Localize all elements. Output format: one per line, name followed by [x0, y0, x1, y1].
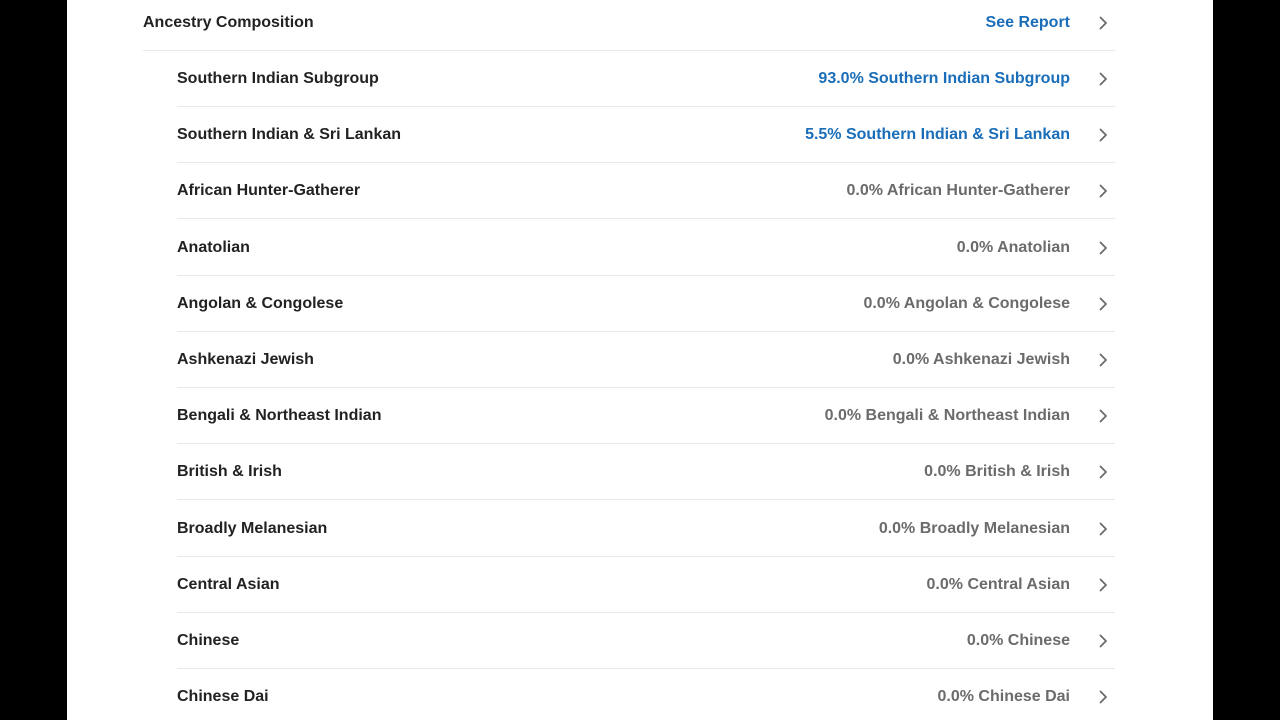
chevron-right-icon: [1070, 501, 1115, 557]
section-title: Ancestry Composition: [143, 13, 314, 31]
population-name: Chinese: [177, 631, 240, 649]
list-item[interactable]: Broadly Melanesian 0.0% Broadly Melanesia…: [177, 501, 1115, 557]
population-name: African Hunter-Gatherer: [177, 181, 361, 199]
list-item[interactable]: Anatolian 0.0% Anatolian: [177, 220, 1115, 276]
population-percentage: 0.0% African Hunter-Gatherer: [846, 181, 1070, 199]
population-name: Ashkenazi Jewish: [177, 350, 314, 368]
list-item[interactable]: Angolan & Congolese 0.0% Angolan & Congol…: [177, 276, 1115, 332]
see-report-link[interactable]: See Report: [985, 13, 1070, 31]
ancestry-composition-header[interactable]: Ancestry Composition See Report: [143, 0, 1115, 51]
list-item[interactable]: Chinese 0.0% Chinese: [177, 613, 1115, 669]
chevron-right-icon: [1070, 388, 1115, 444]
population-name: Anatolian: [177, 238, 250, 256]
chevron-right-icon: [1070, 332, 1115, 388]
list-item[interactable]: British & Irish 0.0% British & Irish: [177, 444, 1115, 500]
list-item[interactable]: African Hunter-Gatherer 0.0% African Hunt…: [177, 163, 1115, 219]
chevron-right-icon: [1070, 107, 1115, 163]
chevron-right-icon: [1070, 276, 1115, 332]
population-name: Central Asian: [177, 575, 280, 593]
population-name: Southern Indian Subgroup: [177, 69, 379, 87]
population-percentage: 0.0% Bengali & Northeast Indian: [824, 406, 1070, 424]
population-percentage[interactable]: 5.5% Southern Indian & Sri Lankan: [805, 125, 1070, 143]
population-name: Angolan & Congolese: [177, 294, 344, 312]
population-percentage: 0.0% Ashkenazi Jewish: [892, 350, 1070, 368]
chevron-right-icon: [1070, 220, 1115, 276]
chevron-right-icon: [1070, 444, 1115, 500]
population-name: Southern Indian & Sri Lankan: [177, 125, 402, 143]
population-percentage: 0.0% Anatolian: [956, 238, 1070, 256]
chevron-right-icon: [1070, 51, 1115, 107]
population-percentage: 0.0% Central Asian: [926, 575, 1070, 593]
list-item[interactable]: Southern Indian Subgroup 93.0% Southern I…: [177, 51, 1115, 107]
list-item[interactable]: Chinese Dai 0.0% Chinese Dai: [177, 669, 1115, 720]
chevron-right-icon: [1070, 0, 1115, 51]
chevron-right-icon: [1070, 557, 1115, 613]
population-percentage[interactable]: 93.0% Southern Indian Subgroup: [818, 69, 1070, 87]
population-percentage: 0.0% Angolan & Congolese: [863, 294, 1070, 312]
chevron-right-icon: [1070, 669, 1115, 720]
population-name: British & Irish: [177, 462, 282, 480]
ancestry-panel: Ancestry Composition See Report Southern…: [67, 0, 1213, 720]
population-percentage: 0.0% Broadly Melanesian: [878, 519, 1070, 537]
list-item[interactable]: Bengali & Northeast Indian 0.0% Bengali &…: [177, 388, 1115, 444]
population-name: Broadly Melanesian: [177, 519, 328, 537]
population-name: Chinese Dai: [177, 687, 269, 705]
list-item[interactable]: Ashkenazi Jewish 0.0% Ashkenazi Jewish: [177, 332, 1115, 388]
list-item[interactable]: Central Asian 0.0% Central Asian: [177, 557, 1115, 613]
population-percentage: 0.0% Chinese Dai: [937, 687, 1071, 705]
population-percentage: 0.0% British & Irish: [924, 462, 1070, 480]
population-name: Bengali & Northeast Indian: [177, 406, 382, 424]
chevron-right-icon: [1070, 613, 1115, 669]
population-percentage: 0.0% Chinese: [966, 631, 1070, 649]
chevron-right-icon: [1070, 163, 1115, 219]
list-item[interactable]: Southern Indian & Sri Lankan 5.5% Souther…: [177, 107, 1115, 163]
